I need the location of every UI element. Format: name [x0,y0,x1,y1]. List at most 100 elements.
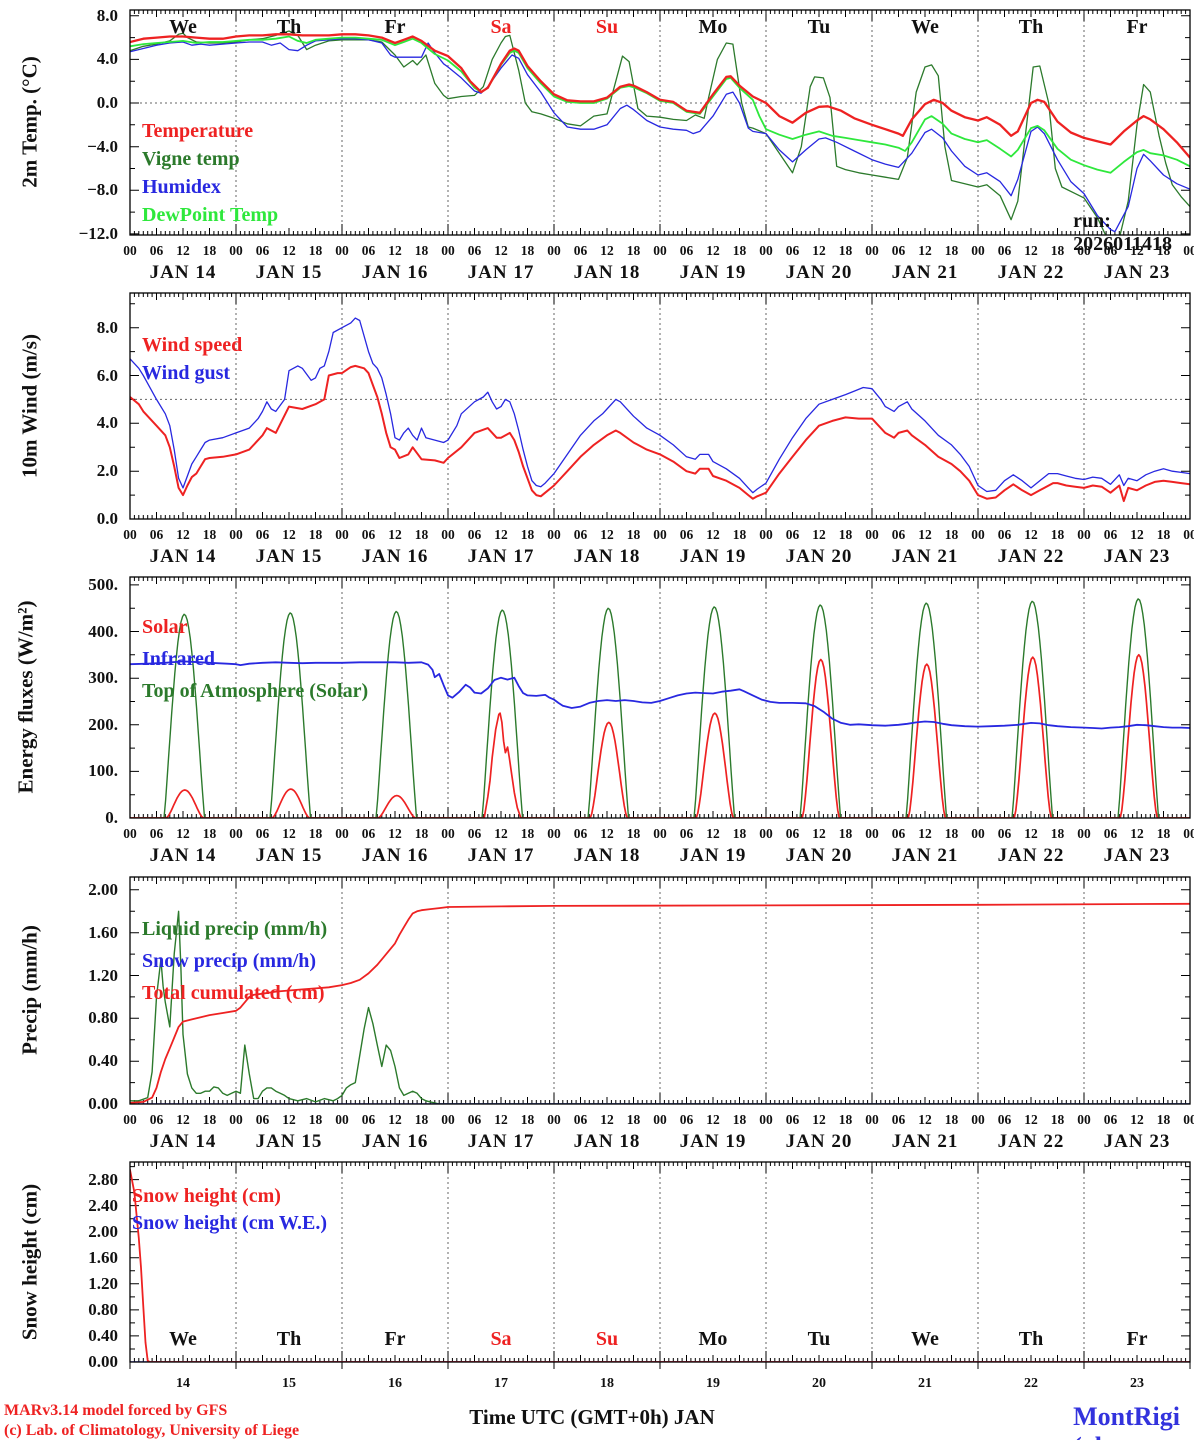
hour-tick-label: 18 [1156,826,1171,841]
hour-tick-label: 12 [918,527,932,542]
y-tick-label: 2.00 [88,1221,118,1241]
hour-tick-label: 12 [388,1112,402,1127]
day-name-label: Tu [807,1328,831,1350]
hour-tick-label: 18 [202,826,217,841]
hour-tick-label: 00 [759,527,773,542]
footer-lab-credit: (c) Lab. of Climatology, University of L… [4,1422,300,1439]
hour-tick-label: 00 [123,527,137,542]
date-label: JAN 23 [1103,1131,1171,1152]
date-label: JAN 15 [255,1131,323,1152]
hour-tick-label: 06 [255,1112,270,1127]
hour-tick-label: 12 [176,826,190,841]
hour-tick-label: 00 [971,1112,985,1127]
date-label: JAN 17 [467,1131,535,1152]
date-label: JAN 21 [891,262,959,283]
hour-tick-label: 06 [467,243,482,258]
y-tick-label: −12.0 [78,223,118,243]
hour-tick-label: 18 [414,826,429,841]
hour-tick-label: 12 [706,527,720,542]
y-tick-label: 2.80 [88,1169,118,1189]
hour-tick-label: 18 [414,527,429,542]
hour-tick-label: 00 [335,826,349,841]
hour-tick-label: 06 [149,243,164,258]
hour-tick-label: 12 [812,243,826,258]
day-name-label: Mo [698,16,728,38]
footer-model-credit: MARv3.14 model forced by GFS [4,1402,228,1419]
hour-tick-label: 18 [308,1112,323,1127]
legend-snow-precip: Snow precip (mm/h) [142,950,317,972]
hour-tick-label: 00 [1183,826,1194,841]
hour-tick-label: 18 [626,243,641,258]
hour-tick-label: 00 [653,527,667,542]
hour-tick-label: 18 [1156,527,1171,542]
date-label: JAN 14 [149,262,217,283]
legend-solar: Solar [142,616,188,638]
hour-tick-label: 12 [282,527,296,542]
hour-tick-label: 18 [414,1112,429,1127]
hour-tick-label: 18 [202,1112,217,1127]
hour-tick-label: 18 [626,527,641,542]
hour-tick-label: 00 [1183,527,1194,542]
hour-tick-label: 18 [838,826,853,841]
hour-tick-label: 06 [149,1112,164,1127]
hour-tick-label: 18 [308,243,323,258]
y-tick-label: 0.80 [88,1008,118,1028]
hour-tick-label: 00 [229,826,243,841]
run-timestamp: run: 2026011418 [1073,210,1173,255]
day-number-label: 19 [706,1376,720,1391]
hour-tick-label: 00 [547,527,561,542]
series-vigne-temp [130,30,1190,235]
hour-tick-label: 06 [785,826,800,841]
hour-tick-label: 12 [1024,1112,1038,1127]
day-name-label: Fr [1126,1328,1148,1350]
y-tick-label: 300. [88,668,118,688]
hour-tick-label: 12 [1130,243,1144,258]
hour-tick-label: 18 [202,527,217,542]
hour-tick-label: 06 [785,1112,800,1127]
hour-tick-label: 00 [1077,826,1091,841]
day-name-label: We [911,16,939,38]
hour-tick-label: 06 [891,243,906,258]
hour-tick-label: 12 [282,243,296,258]
y-tick-label: 6.0 [96,365,118,385]
day-number-label: 18 [600,1376,614,1391]
date-label: JAN 19 [679,546,747,567]
x-axis-title: Time UTC (GMT+0h) JAN [469,1405,715,1429]
hour-tick-label: 00 [971,527,985,542]
hour-tick-label: 06 [679,1112,694,1127]
date-label: JAN 17 [467,262,535,283]
date-label: JAN 21 [891,845,959,866]
day-name-label: Sa [490,1328,512,1350]
hour-tick-label: 00 [441,1112,455,1127]
y-tick-label: 0. [105,808,118,827]
day-name-label: Th [276,1328,302,1350]
day-number-label: 14 [176,1376,190,1391]
hour-tick-label: 12 [282,1112,296,1127]
legend-infrared: Infrared [142,648,215,670]
date-label: JAN 16 [361,1131,429,1152]
date-label: JAN 16 [361,546,429,567]
y-tick-label: 2.0 [96,461,118,481]
series-solar [130,653,1190,818]
hour-tick-label: 06 [997,527,1012,542]
hour-tick-label: 00 [971,243,985,258]
hour-tick-label: 06 [149,826,164,841]
date-label: JAN 20 [785,1131,853,1152]
hour-tick-label: 18 [1050,826,1065,841]
hour-tick-label: 06 [255,243,270,258]
hour-tick-label: 00 [1077,243,1091,258]
day-name-label: Tu [807,16,831,38]
hour-tick-label: 12 [706,1112,720,1127]
date-label: JAN 15 [255,546,323,567]
hour-tick-label: 18 [838,243,853,258]
day-name-label: Th [276,16,302,38]
y-axis-title-snow: Snow height (cm) [17,1183,42,1341]
hour-tick-label: 18 [732,243,747,258]
hour-tick-label: 00 [547,826,561,841]
hour-tick-label: 12 [812,527,826,542]
date-label: JAN 23 [1103,845,1171,866]
series-infrared [130,660,1190,730]
date-label: JAN 21 [891,546,959,567]
hour-tick-label: 00 [653,1112,667,1127]
